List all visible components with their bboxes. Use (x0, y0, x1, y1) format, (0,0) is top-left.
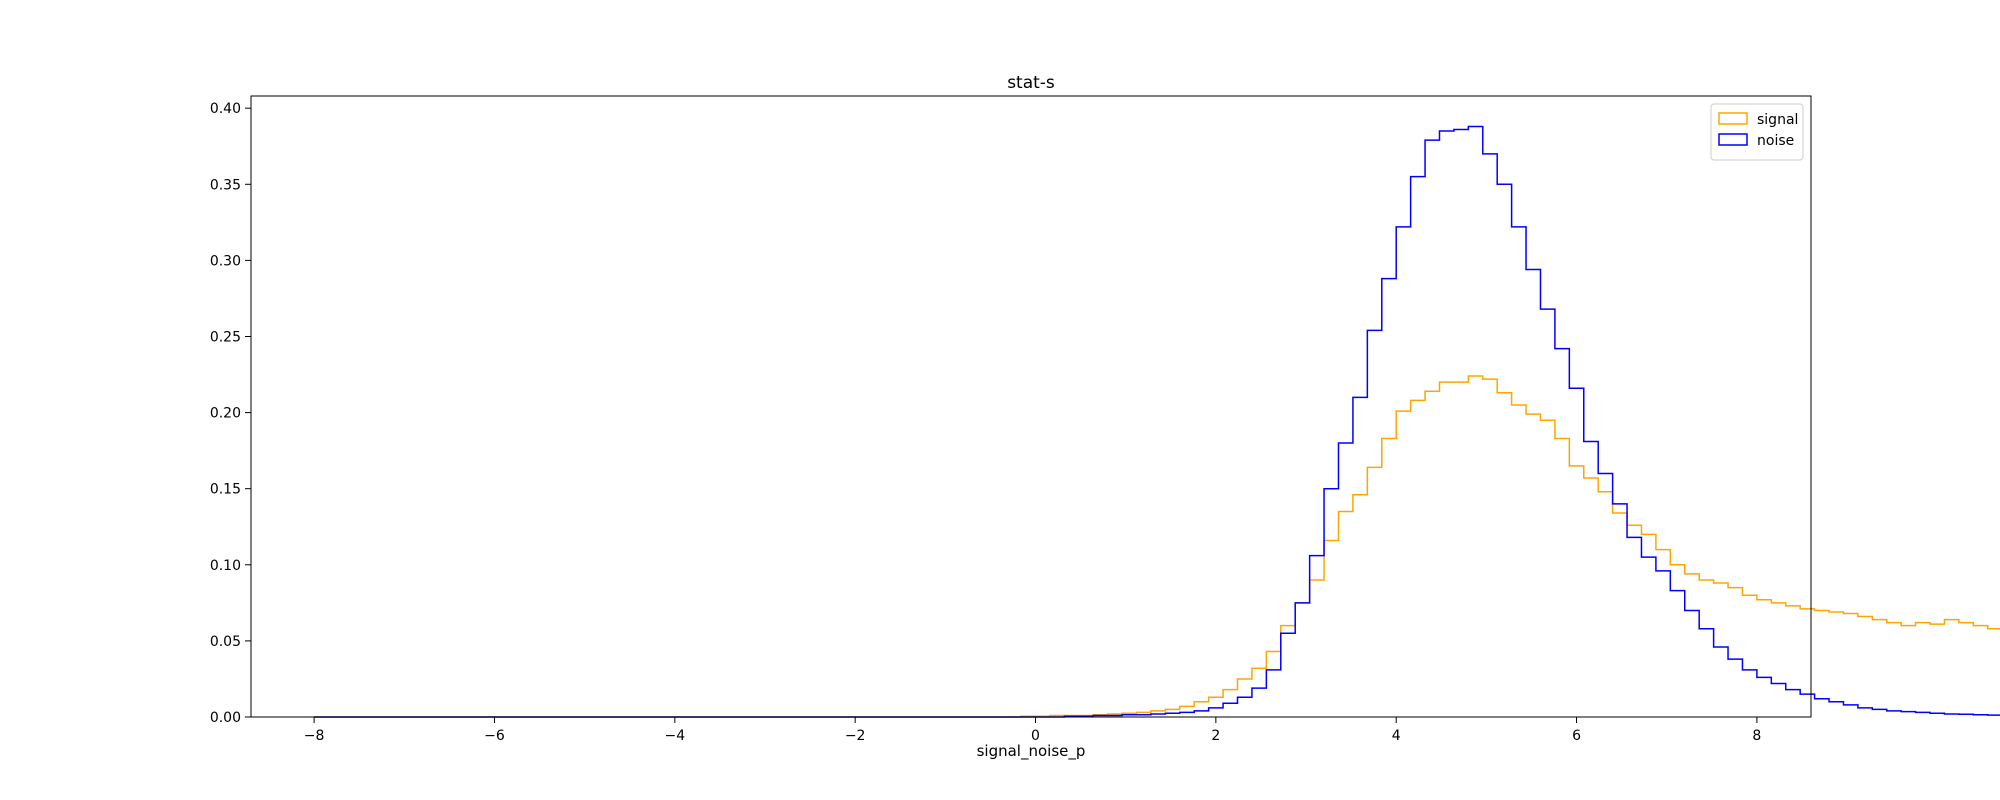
y-tick-label: 0.00 (210, 710, 241, 726)
y-tick-label: 0.10 (210, 558, 241, 574)
y-tick-label: 0.30 (210, 253, 241, 269)
series-noise-outline (314, 125, 2000, 718)
x-axis: −8 −6 −4 −2 0 2 4 6 8 (304, 717, 1761, 744)
y-tick-label: 0.35 (210, 177, 241, 193)
y-axis: 0.00 0.05 0.10 0.15 0.20 0.25 0.30 0.35 0.40 (210, 101, 251, 726)
x-tick-label: −4 (664, 728, 685, 744)
x-tick-label: −2 (845, 728, 866, 744)
axes-frame (250, 95, 1812, 718)
legend-label-noise: noise (1757, 133, 1794, 149)
x-tick-label: 6 (1572, 728, 1581, 744)
legend-label-signal: signal (1757, 112, 1798, 128)
x-tick-label: 0 (1031, 728, 1040, 744)
legend-swatch-signal (1718, 112, 1748, 125)
legend-box (1710, 103, 1804, 161)
legend: signal noise (1710, 103, 1804, 161)
plot-area (314, 125, 2000, 718)
x-tick-label: −6 (484, 728, 505, 744)
x-tick-label: 8 (1752, 728, 1761, 744)
y-tick-label: 0.15 (210, 482, 241, 498)
x-axis-title: signal_noise_p (977, 742, 1086, 761)
chart-title: stat-s (1007, 73, 1055, 93)
y-tick-label: 0.40 (210, 101, 241, 117)
legend-swatch-noise (1718, 133, 1748, 146)
x-tick-label: 4 (1392, 728, 1401, 744)
y-tick-label: 0.25 (210, 329, 241, 345)
x-tick-label: 2 (1211, 728, 1220, 744)
y-tick-label: 0.20 (210, 406, 241, 422)
y-tick-label: 0.05 (210, 634, 241, 650)
series-signal-outline (314, 375, 2000, 718)
x-tick-label: −8 (304, 728, 325, 744)
